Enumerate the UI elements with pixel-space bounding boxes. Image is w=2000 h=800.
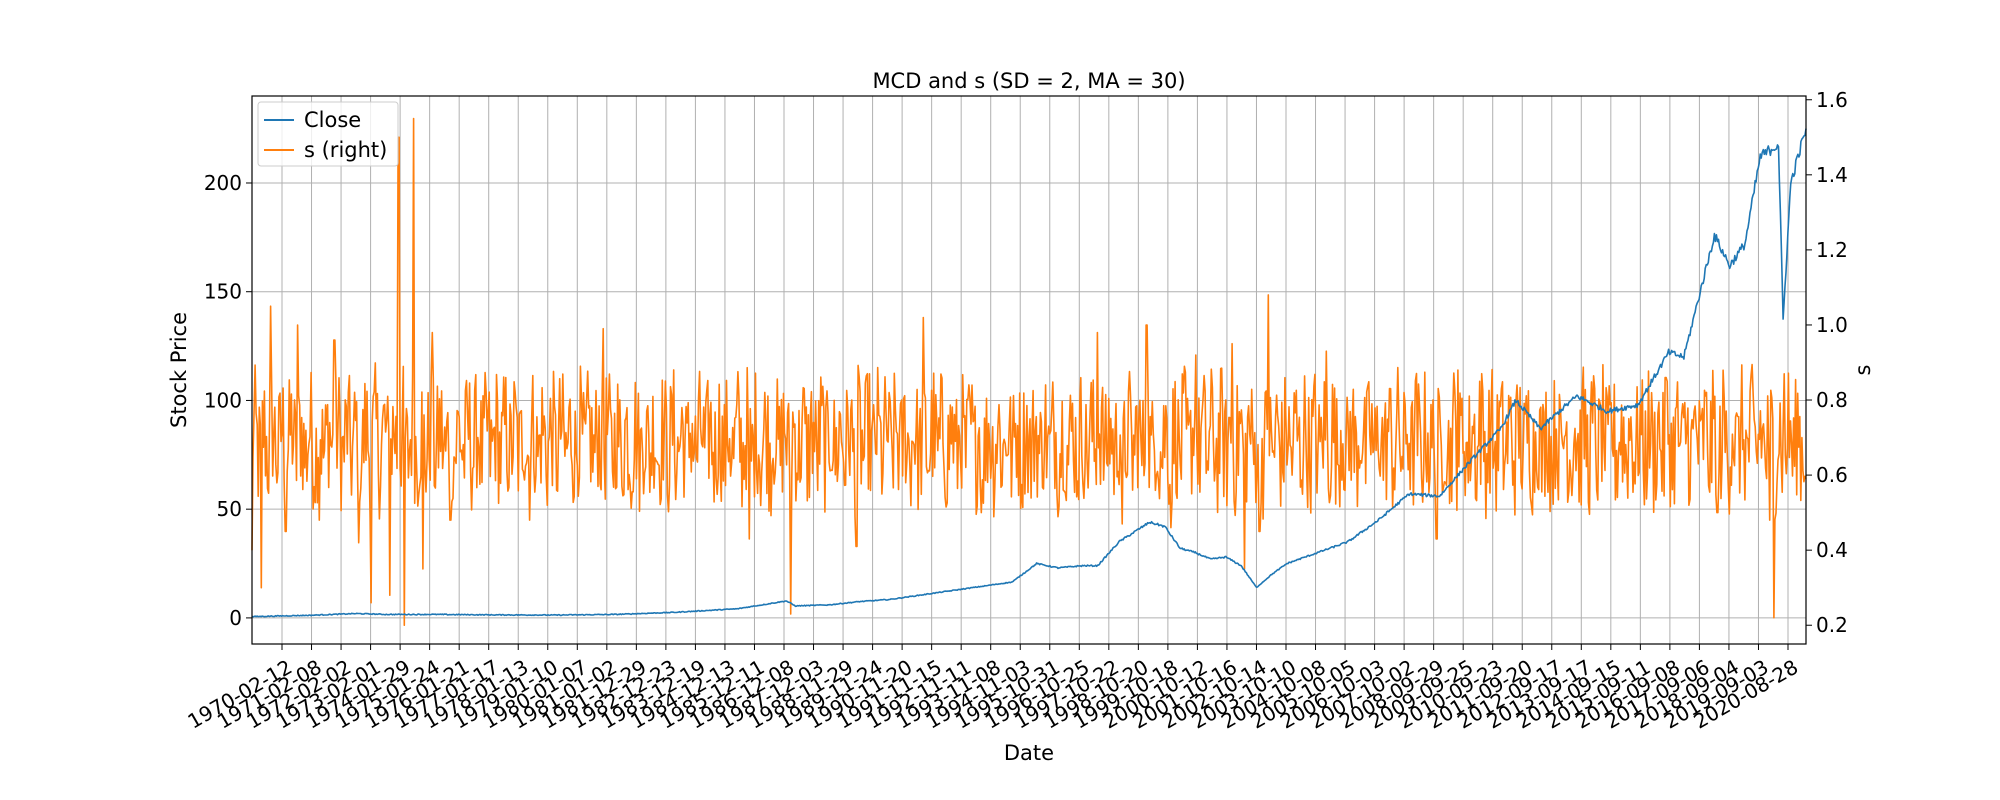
x-axis-label: Date [1004, 741, 1054, 765]
y-axis-left-label: Stock Price [167, 312, 191, 428]
y-left-tick-label: 0 [229, 606, 242, 630]
y-left-tick-label: 200 [204, 171, 242, 195]
y-right-tick-label: 0.2 [1816, 613, 1848, 637]
plot-area [251, 117, 1807, 627]
y-axis-right-label: s [1851, 365, 1875, 376]
legend: Close s (right) [257, 101, 399, 167]
y-right-tick-label: 1.0 [1816, 313, 1848, 337]
y-right-tick-label: 0.6 [1816, 463, 1848, 487]
series-close-line [251, 128, 1807, 618]
legend-label-close: Close [304, 108, 361, 132]
legend-label-s: s (right) [304, 138, 387, 162]
series-s-line [251, 117, 1807, 627]
y-right-tick-label: 0.4 [1816, 538, 1848, 562]
y-axis-left: 0 50 100 150 200 [204, 171, 252, 630]
y-right-tick-label: 1.6 [1816, 88, 1848, 112]
y-right-tick-label: 0.8 [1816, 388, 1848, 412]
grid-lines [252, 96, 1806, 644]
y-right-tick-label: 1.4 [1816, 163, 1848, 187]
x-axis: 1970-02-121971-02-081972-02-021973-02-01… [183, 644, 1802, 734]
y-left-tick-label: 150 [204, 280, 242, 304]
chart-title: MCD and s (SD = 2, MA = 30) [872, 69, 1185, 93]
y-axis-right: 0.2 0.4 0.6 0.8 1.0 1.2 1.4 1.6 [1806, 88, 1848, 637]
y-left-tick-label: 50 [217, 497, 242, 521]
y-left-tick-label: 100 [204, 388, 242, 412]
y-right-tick-label: 1.2 [1816, 238, 1848, 262]
plot-frame [251, 95, 1807, 645]
